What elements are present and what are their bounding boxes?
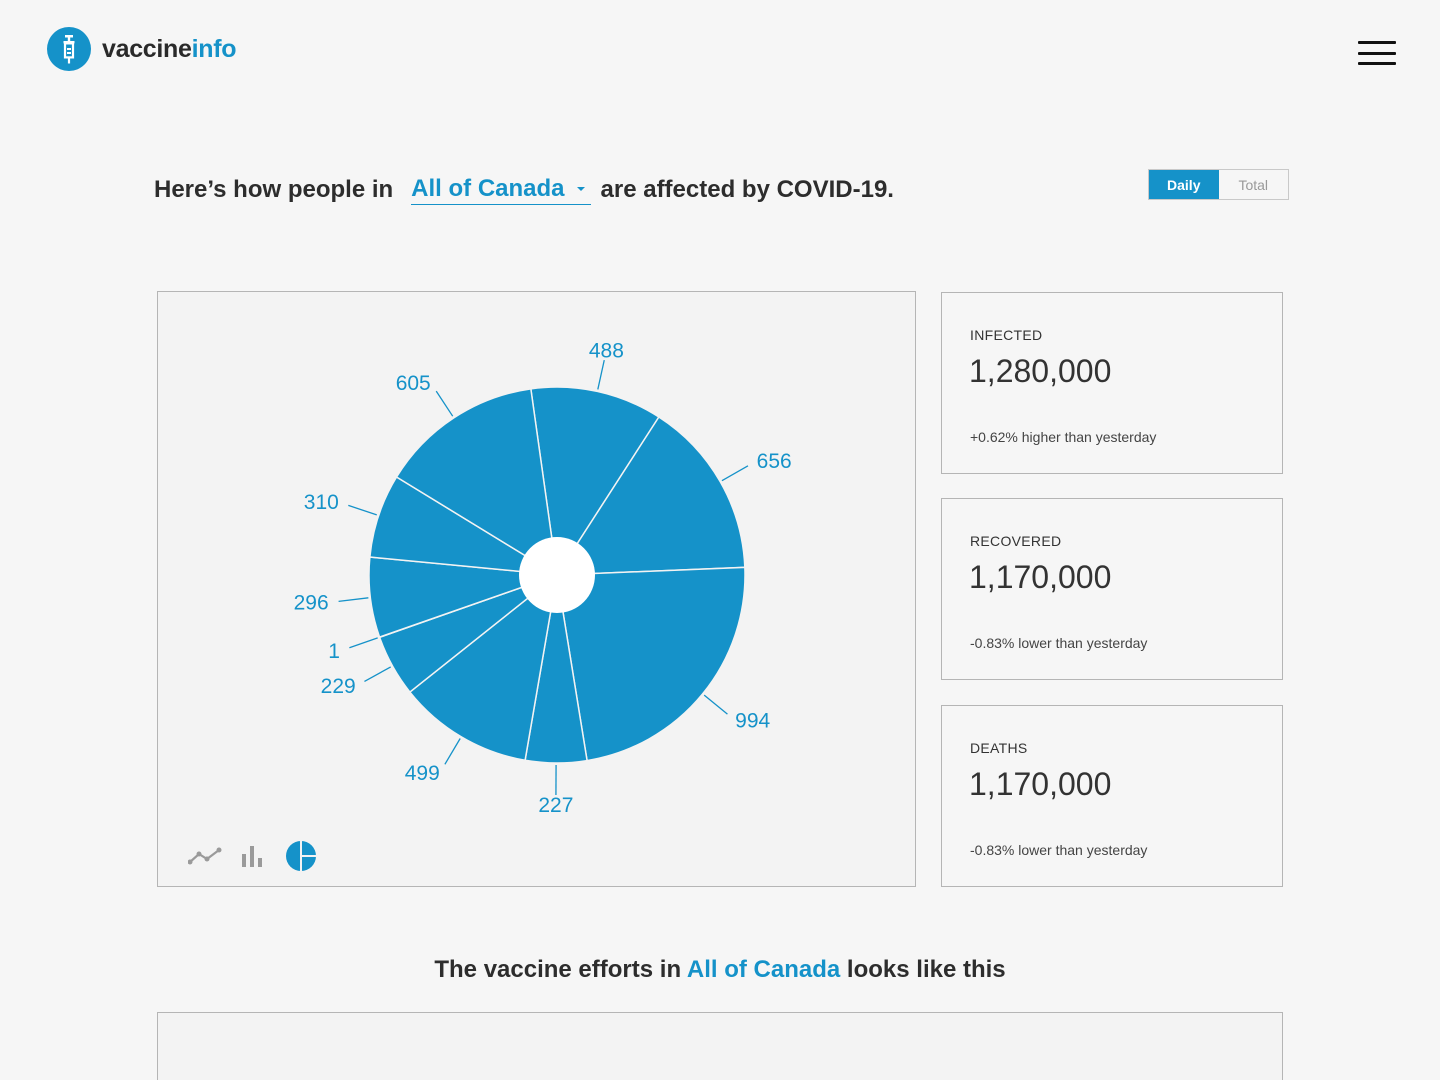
pie-slice[interactable] bbox=[395, 387, 558, 577]
pie-slice[interactable] bbox=[529, 386, 660, 578]
stat-card-infected: INFECTED 1,280,000 +0.62% higher than ye… bbox=[941, 292, 1283, 474]
region-dropdown[interactable]: All of Canada bbox=[411, 175, 591, 205]
pie-data-label: 1 bbox=[328, 640, 340, 663]
pie-data-label: 656 bbox=[757, 450, 792, 473]
pie-data-label: 488 bbox=[589, 339, 624, 362]
syringe-icon bbox=[47, 27, 91, 71]
stat-change: +0.62% higher than yesterday bbox=[970, 429, 1157, 445]
logo[interactable]: vaccineinfo bbox=[47, 27, 237, 71]
toggle-daily[interactable]: Daily bbox=[1149, 170, 1219, 199]
pie-leader-line bbox=[338, 597, 369, 603]
chart-type-switcher bbox=[188, 840, 332, 872]
stat-label: RECOVERED bbox=[970, 533, 1062, 549]
pie-donut-hole bbox=[519, 537, 595, 613]
pie-leader-line bbox=[703, 694, 728, 715]
stat-label: DEATHS bbox=[970, 740, 1028, 756]
pie-data-label: 994 bbox=[735, 709, 770, 732]
pie-slice[interactable] bbox=[408, 573, 559, 762]
logo-text-primary: vaccine bbox=[102, 34, 192, 63]
pie-data-label: 499 bbox=[405, 762, 440, 785]
logo-text-accent: info bbox=[191, 34, 237, 63]
pie-leader-line bbox=[349, 637, 378, 649]
headline-suffix: are affected by COVID-19. bbox=[600, 176, 894, 203]
chevron-down-icon bbox=[576, 187, 585, 191]
line-chart-icon[interactable] bbox=[188, 840, 222, 872]
pie-leader-line bbox=[435, 390, 454, 417]
stat-change: -0.83% lower than yesterday bbox=[970, 842, 1148, 858]
hamburger-menu-icon[interactable] bbox=[1358, 39, 1396, 67]
vaccine-section-title: The vaccine efforts in All of Canada loo… bbox=[0, 956, 1440, 984]
daily-total-toggle[interactable]: Daily Total bbox=[1148, 169, 1289, 200]
pie-slice[interactable] bbox=[556, 566, 746, 762]
pie-chart-icon[interactable] bbox=[284, 840, 318, 872]
stat-value: 1,170,000 bbox=[969, 766, 1112, 802]
stat-value: 1,280,000 bbox=[969, 353, 1112, 389]
stat-card-deaths: DEATHS 1,170,000 -0.83% lower than yeste… bbox=[941, 705, 1283, 887]
pie-data-label: 229 bbox=[321, 675, 356, 698]
pie-leader-line bbox=[597, 359, 605, 390]
pie-data-label: 296 bbox=[294, 592, 329, 615]
stat-value: 1,170,000 bbox=[969, 559, 1112, 595]
pie-leader-line bbox=[721, 465, 749, 482]
vaccine-title-suffix: looks like this bbox=[846, 956, 1006, 983]
pie-slice[interactable] bbox=[555, 415, 746, 576]
vaccine-title-prefix: The vaccine efforts in bbox=[434, 956, 682, 983]
toggle-total[interactable]: Total bbox=[1238, 176, 1269, 193]
pie-data-label: 310 bbox=[304, 491, 339, 514]
vaccine-title-region[interactable]: All of Canada bbox=[686, 956, 841, 983]
menu-line bbox=[1358, 62, 1396, 65]
page-headline: Here’s how people in All of Canada are a… bbox=[154, 170, 894, 210]
pie-data-label: 605 bbox=[396, 372, 431, 395]
stat-label: INFECTED bbox=[970, 327, 1043, 343]
bar-chart-icon[interactable] bbox=[236, 840, 270, 872]
region-dropdown-value: All of Canada bbox=[411, 175, 565, 202]
stat-card-recovered: RECOVERED 1,170,000 -0.83% lower than ye… bbox=[941, 498, 1283, 680]
pie-leader-line bbox=[364, 666, 392, 682]
menu-line bbox=[1358, 41, 1396, 44]
headline-prefix: Here’s how people in bbox=[154, 176, 394, 203]
pie-data-label: 227 bbox=[538, 794, 573, 817]
pie-leader-line bbox=[348, 504, 377, 516]
pie-leader-line bbox=[444, 738, 461, 765]
logo-text: vaccineinfo bbox=[102, 34, 237, 64]
menu-line bbox=[1358, 51, 1396, 55]
pie-chart: 488 656 994 227 499 229 1 296 310 605 bbox=[294, 339, 792, 817]
stat-change: -0.83% lower than yesterday bbox=[970, 635, 1148, 651]
chart-panel: 488 656 994 227 499 229 1 296 310 605 bbox=[157, 291, 916, 887]
vaccine-chart-panel bbox=[157, 1012, 1283, 1080]
